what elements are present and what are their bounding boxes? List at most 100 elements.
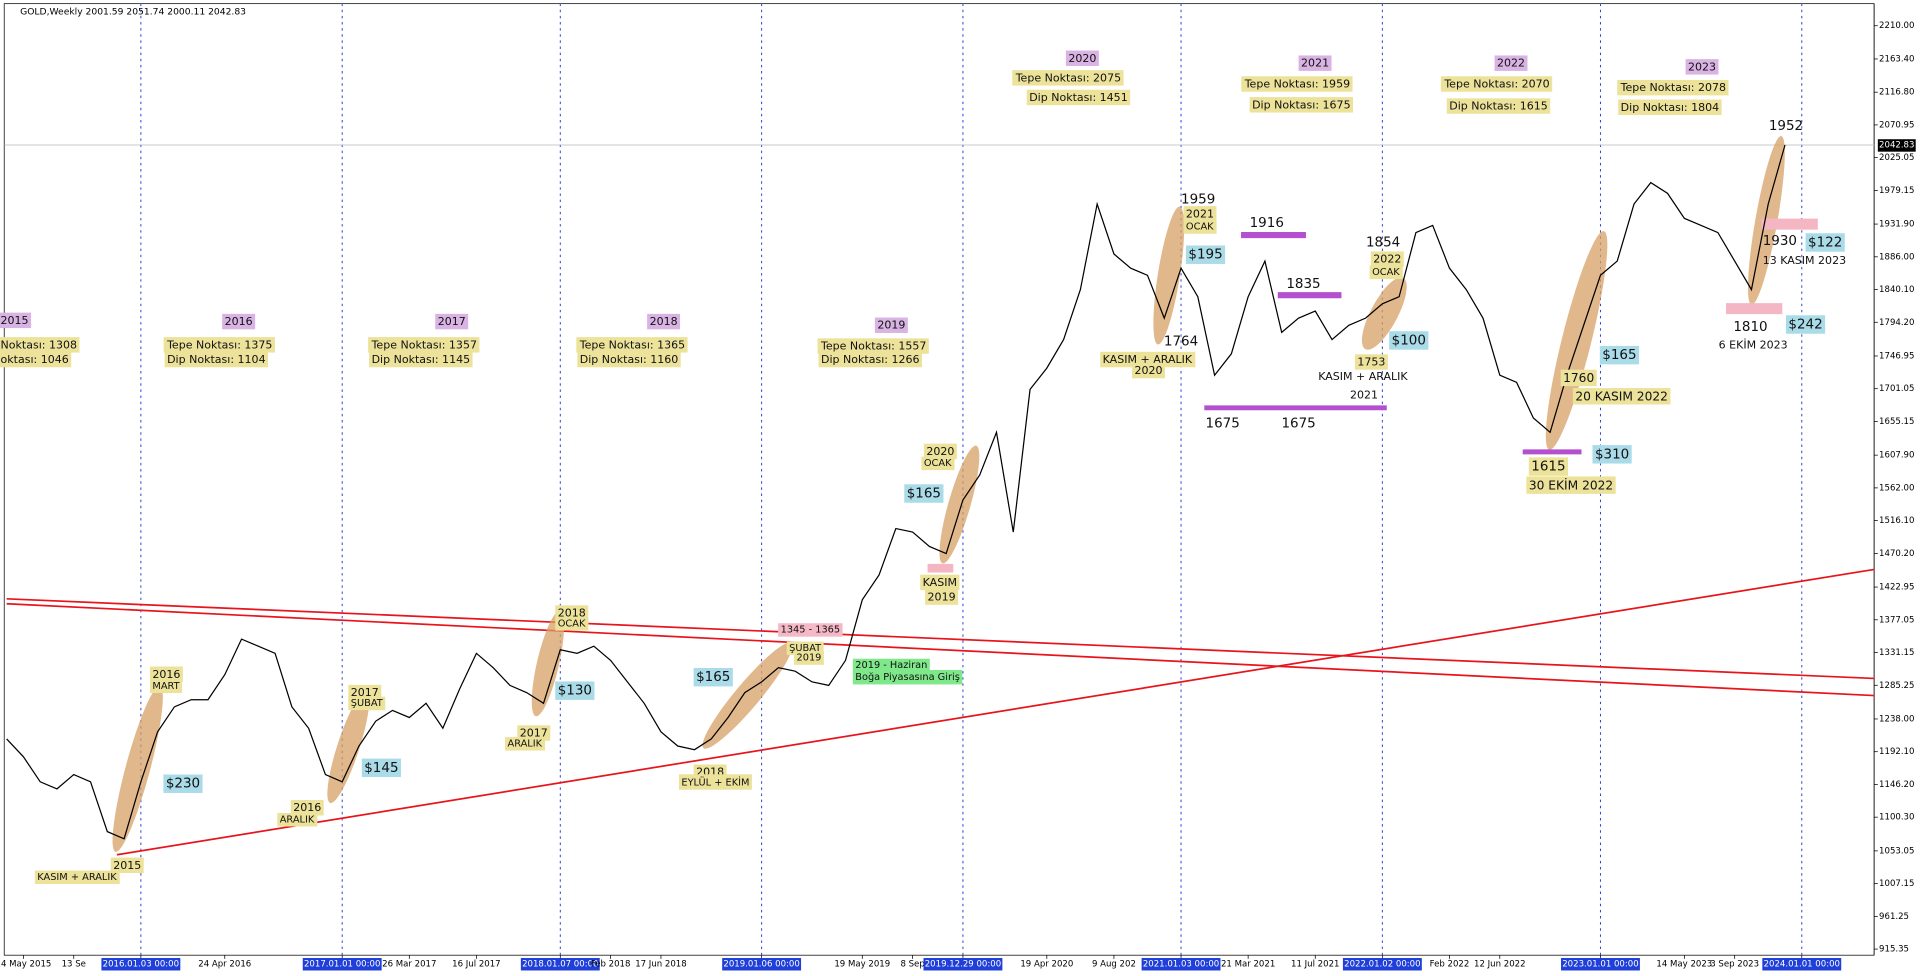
y-tick-label: 961.25 xyxy=(1879,912,1909,922)
y-tick-label: 1931.90 xyxy=(1879,220,1914,230)
x-tick-label: 2017.01.01 00:00 xyxy=(304,959,380,969)
y-tick-label: 1979.15 xyxy=(1879,186,1914,196)
label-box xyxy=(1354,354,1388,370)
annotation: 1345 - 1365 xyxy=(781,624,841,635)
y-tick-label: 2163.40 xyxy=(1879,54,1914,64)
highlight-ellipse xyxy=(939,445,980,564)
annotation: 13 KASIM 2023 xyxy=(1763,254,1846,267)
annotation: Dip Noktası: 1804 xyxy=(1621,101,1720,114)
annotation: $165 xyxy=(1602,347,1636,363)
annotation: Dip Noktası: 1160 xyxy=(580,353,679,366)
y-tick-label: 2116.80 xyxy=(1879,88,1914,98)
y-tick-label: 1655.15 xyxy=(1879,417,1914,427)
label-box xyxy=(1100,351,1196,368)
trend-line xyxy=(6,597,1875,680)
label-box xyxy=(1685,59,1719,75)
label-box xyxy=(921,456,955,471)
annotation: Tepe Noktası: 1357 xyxy=(371,338,477,351)
label-box xyxy=(164,351,269,368)
annotation: 1615 xyxy=(1531,459,1565,475)
annotation: Dip Noktası: 1675 xyxy=(1252,98,1351,111)
y-tick-label: 1701.05 xyxy=(1879,384,1914,394)
label-box xyxy=(1762,958,1842,971)
y-tick-label: 1840.10 xyxy=(1879,285,1914,295)
annotation: OCAK xyxy=(558,618,586,629)
label-box xyxy=(368,337,480,353)
x-tick-label: 2022.01.02 00:00 xyxy=(1344,959,1420,969)
x-tick-label: 2024.01.01 00:00 xyxy=(1764,959,1840,969)
label-box xyxy=(163,337,275,353)
annotation: 2017 xyxy=(438,315,466,328)
y-tick-label: 1516.10 xyxy=(1879,516,1914,526)
label-box xyxy=(1560,369,1597,387)
y-tick-label: 1007.15 xyxy=(1879,879,1914,889)
label-box xyxy=(555,681,595,700)
label-box xyxy=(1298,55,1332,71)
x-tick-label: 21 Mar 2021 xyxy=(1221,959,1275,969)
annotation: MART xyxy=(152,681,179,692)
x-tick-label: 19 May 2019 xyxy=(834,959,890,969)
label-box xyxy=(1592,445,1632,464)
annotation: Tepe Noktası: 2070 xyxy=(1443,77,1549,90)
label-box xyxy=(1785,315,1826,334)
annotation: 2016 xyxy=(225,315,253,328)
y-tick-label: 1562.00 xyxy=(1879,483,1914,493)
annotation: ARALIK xyxy=(280,814,315,825)
highlight-ellipse xyxy=(531,611,565,717)
price-line xyxy=(6,144,1786,840)
label-box xyxy=(1369,265,1403,280)
label-box xyxy=(1494,55,1528,71)
label-box xyxy=(0,337,80,353)
annotation: 2019 xyxy=(877,319,905,332)
label-box xyxy=(1528,457,1569,476)
annotation: 2019 xyxy=(928,591,956,604)
annotation: oktası: 1046 xyxy=(1,353,69,366)
label-box xyxy=(1065,50,1099,67)
annotation: $145 xyxy=(364,760,398,776)
label-box xyxy=(555,605,589,621)
annotation: 30 EKİM 2022 xyxy=(1529,478,1613,493)
label-box xyxy=(34,870,120,885)
label-box xyxy=(302,958,382,971)
label-box xyxy=(149,679,183,693)
highlight-ellipse xyxy=(327,690,370,804)
label-box xyxy=(505,737,546,751)
annotation: Dip Noktası: 1451 xyxy=(1029,91,1128,104)
annotation: 2016 xyxy=(152,668,180,681)
x-tick-label: 19 Apr 2020 xyxy=(1020,959,1073,969)
annotation: 2015 xyxy=(113,859,141,872)
annotation: 2018 xyxy=(650,315,678,328)
x-tick-label: 2019.01.06 00:00 xyxy=(723,959,799,969)
label-box xyxy=(1446,98,1551,114)
label-box xyxy=(874,317,908,333)
annotation: $242 xyxy=(1788,317,1822,333)
x-tick-label: 12 Jun 2022 xyxy=(1474,959,1526,969)
annotation: ARALIK xyxy=(508,738,543,749)
annotation: 2020 xyxy=(1135,364,1163,377)
annotation: ŞUBAT xyxy=(789,643,821,654)
y-tick-label: 915.35 xyxy=(1879,945,1909,955)
label-box xyxy=(110,857,144,874)
annotation: 1959 xyxy=(1181,192,1215,208)
annotation: 2021 xyxy=(1301,57,1329,70)
y-tick-label: 1146.20 xyxy=(1879,780,1914,790)
label-box xyxy=(1617,79,1729,96)
annotation: 2017 xyxy=(520,727,548,740)
label-box xyxy=(1389,331,1429,350)
annotation: 1854 xyxy=(1366,234,1400,250)
y-tick-label: 1285.25 xyxy=(1879,681,1914,691)
annotation: 2017 xyxy=(351,686,379,699)
annotation: 2016 xyxy=(293,801,321,814)
label-box xyxy=(1249,97,1354,113)
annotation: 20 KASIM 2022 xyxy=(1575,389,1668,403)
label-box xyxy=(361,758,401,778)
label-box xyxy=(1572,388,1671,405)
y-tick-label: 2025.05 xyxy=(1879,153,1914,163)
label-box xyxy=(1012,70,1124,86)
x-tick-label: 9 Aug 202 xyxy=(1092,959,1136,969)
label-box xyxy=(1526,476,1616,494)
annotation: 1760 xyxy=(1563,371,1594,385)
label-box xyxy=(435,313,469,330)
y-tick-label: 1238.00 xyxy=(1879,714,1914,724)
